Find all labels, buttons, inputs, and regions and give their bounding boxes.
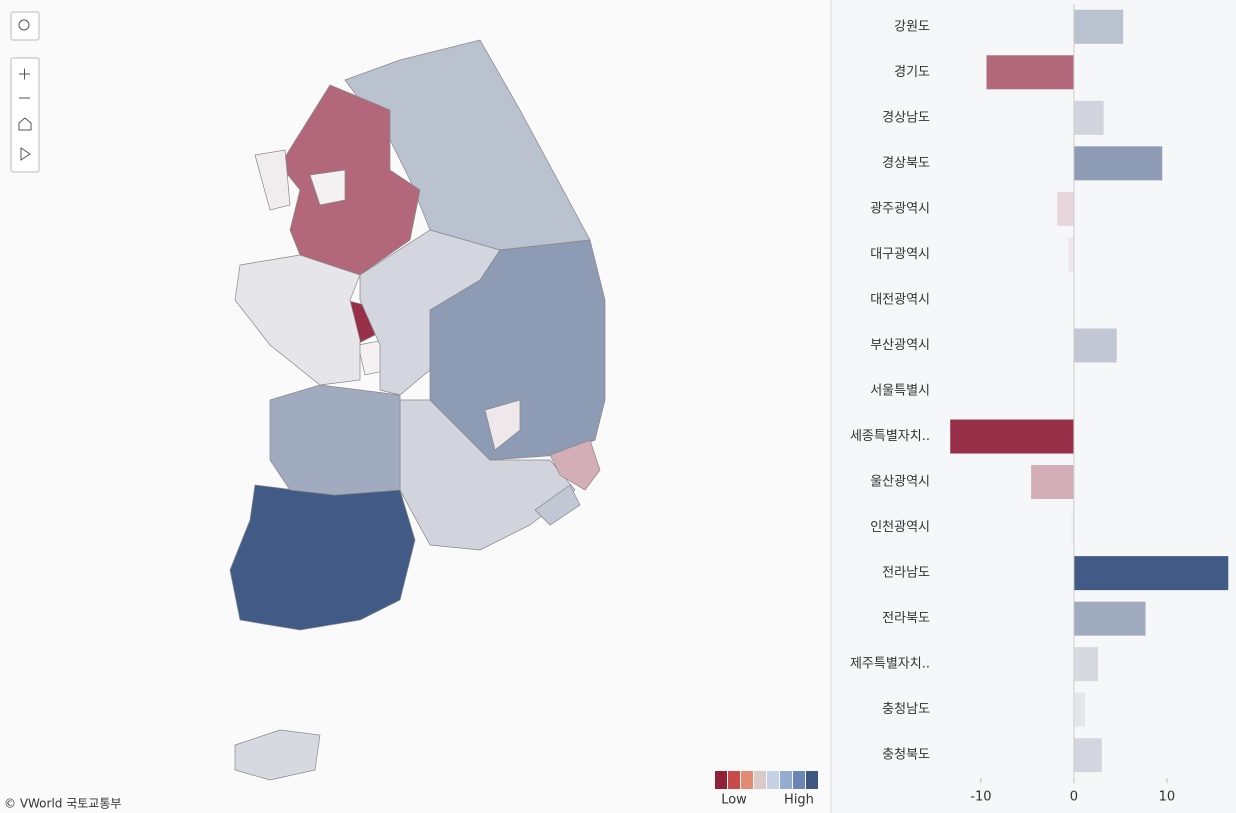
region (234, 729, 321, 781)
legend-swatch (793, 771, 805, 789)
region (309, 169, 346, 206)
legend-swatch (806, 771, 818, 789)
bar (1057, 191, 1074, 226)
legend-low: Low (721, 793, 747, 808)
x-tick-label: 0 (1070, 790, 1078, 805)
category-label: 대전광역시 (870, 292, 930, 307)
category-label: 인천광역시 (870, 520, 930, 535)
legend: Low High (715, 771, 818, 808)
category-label: 전라남도 (882, 566, 930, 581)
category-label: 대구광역시 (870, 247, 930, 262)
x-tick-label: -10 (970, 790, 991, 805)
chart-background (831, 0, 1236, 813)
region (359, 229, 501, 396)
bar (1073, 556, 1229, 591)
bar (1073, 9, 1124, 44)
bar-chart: -10 0 10 강원도경기도경상남도경상북도광주광역시대구광역시대전광역시부산광역시… (850, 4, 1229, 805)
bar (986, 55, 1074, 90)
attribution: © VWorld 국토교통부 (4, 797, 121, 811)
category-label: 울산광역시 (870, 475, 930, 490)
region (234, 254, 361, 386)
legend-swatch (780, 771, 792, 789)
category-label: 강원도 (894, 19, 930, 34)
category-label: 서울특별시 (870, 384, 930, 399)
region (484, 399, 521, 451)
bar (1073, 738, 1102, 773)
category-label: 제주특별자치.. (850, 657, 930, 672)
category-label: 경상남도 (882, 110, 930, 125)
category-label: 경기도 (894, 65, 930, 80)
control-icons (18, 68, 32, 161)
bar (1073, 146, 1163, 181)
bar (1073, 328, 1117, 363)
region (269, 384, 401, 496)
bar (1073, 100, 1104, 135)
region (534, 484, 581, 526)
category-label: 광주광역시 (870, 201, 930, 216)
region (549, 439, 601, 491)
x-tick-label: 10 (1159, 790, 1176, 805)
category-label: 경상북도 (882, 156, 930, 171)
legend-swatch (741, 771, 753, 789)
bar (1071, 510, 1074, 545)
region (254, 149, 291, 211)
category-label: 세종특별자치.. (850, 429, 930, 444)
bar (1031, 465, 1074, 500)
map (229, 39, 606, 781)
search-icon (18, 19, 30, 31)
category-label: 부산광역시 (870, 338, 930, 353)
bar (1073, 692, 1086, 727)
category-label: 전라북도 (882, 611, 930, 626)
bar (950, 419, 1074, 454)
legend-swatch (767, 771, 779, 789)
legend-swatch (728, 771, 740, 789)
search-button[interactable] (10, 11, 40, 41)
zoom-controls[interactable] (10, 57, 40, 173)
category-label: 충청북도 (882, 748, 930, 763)
legend-swatch (754, 771, 766, 789)
legend-high: High (784, 793, 814, 808)
category-label: 충청남도 (882, 702, 930, 717)
bar (1073, 647, 1099, 682)
bar (1068, 237, 1074, 272)
bar (1073, 601, 1146, 636)
legend-swatch (715, 771, 727, 789)
